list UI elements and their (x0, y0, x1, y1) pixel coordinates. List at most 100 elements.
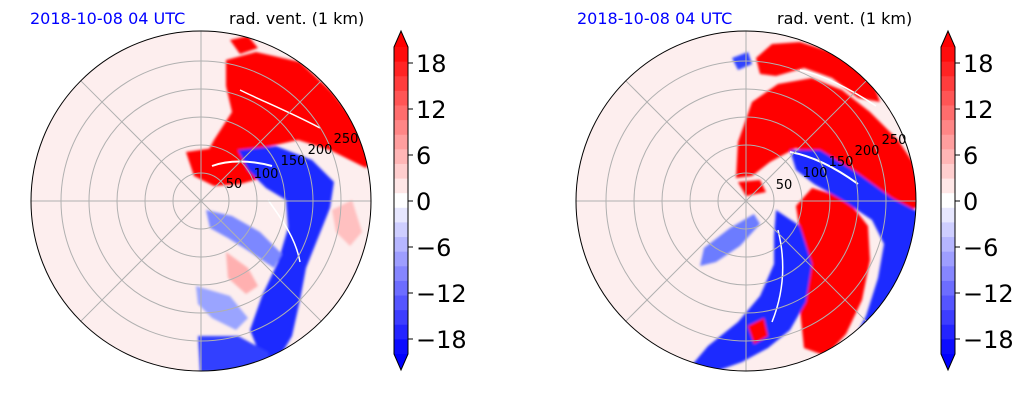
colorbar-level-band (941, 61, 955, 77)
colorbar-tick-label: 12 (963, 96, 994, 124)
polar-field (576, 31, 916, 371)
velocity-outbound-spot (738, 180, 766, 196)
colorbar-extend-max (394, 31, 408, 47)
colorbar-level-band (394, 47, 408, 63)
colorbar-level-band (394, 251, 408, 267)
angular-grid-line (200, 200, 322, 322)
velocity-streak (799, 69, 877, 107)
colorbar-tick-label: −12 (416, 280, 467, 308)
angular-grid-line (80, 200, 202, 322)
colorbar-level-band (394, 76, 408, 92)
radial-tick-label: 250 (334, 132, 359, 147)
colorbar-tick-label: 0 (963, 188, 978, 216)
colorbar-tick-label: −18 (416, 326, 467, 354)
colorbar-level-band (941, 163, 955, 180)
velocity-outbound-spot (230, 36, 258, 54)
radial-tick-labels: 50 100 150 200 250 (226, 132, 359, 192)
colorbar-level-band (941, 47, 955, 63)
colorbar-level-band (394, 266, 408, 282)
velocity-outbound-band (332, 200, 362, 246)
chart-title-variable: rad. vent. (1 km) (777, 9, 912, 28)
polar-frame (575, 30, 917, 372)
colorbar-level-band (941, 178, 955, 194)
colorbar-level-band (941, 295, 955, 311)
colorbar-level-band (394, 193, 408, 209)
colorbar-levels (941, 47, 955, 355)
colorbar-level-band (394, 105, 408, 121)
chart-panel-right: 2018-10-08 04 UTC rad. vent. (1 km) (575, 9, 1014, 372)
colorbar-level-band (941, 251, 955, 267)
radial-tick-label: 100 (803, 166, 828, 181)
colorbar-tick-label: 0 (416, 188, 431, 216)
colorbar-tick-label: 18 (963, 50, 994, 78)
colorbar-level-band (941, 120, 955, 136)
colorbar-level-band (394, 280, 408, 297)
colorbar-tick-label: 6 (416, 142, 431, 170)
colorbar-level-band (394, 90, 408, 107)
velocity-outbound-spot (748, 318, 768, 344)
radial-tick-label: 150 (281, 154, 306, 169)
colorbar-level-band (941, 339, 955, 355)
velocity-outbound-region (736, 78, 916, 214)
velocity-streak (211, 160, 273, 167)
colorbar-level-band (394, 237, 408, 253)
colorbar-levels (394, 47, 408, 355)
velocity-streak (789, 151, 859, 185)
colorbar-level-band (394, 207, 408, 224)
velocity-outbound-band (226, 252, 258, 294)
radial-tick-label: 50 (226, 177, 243, 192)
colorbar-level-band (941, 324, 955, 340)
angular-grid-line (625, 80, 747, 202)
radial-tick-label: 100 (254, 167, 279, 182)
radial-tick-labels: 50 100 150 200 250 (776, 133, 907, 193)
polar-field (31, 31, 371, 371)
colorbar-tick-label: 6 (963, 142, 978, 170)
colorbar-level-band (394, 310, 408, 326)
radial-tick-label: 50 (776, 178, 793, 193)
colorbar-tick-label: −6 (963, 234, 998, 262)
colorbar-level-band (394, 324, 408, 340)
angular-grid-line (745, 80, 867, 202)
velocity-inbound-band (700, 214, 760, 266)
colorbar-level-band (394, 61, 408, 77)
radial-tick-label: 150 (829, 155, 854, 170)
colorbar-level-band (941, 266, 955, 282)
colorbar-level-band (941, 280, 955, 297)
velocity-outbound-region (756, 42, 880, 102)
angular-grid-line (200, 80, 322, 202)
colorbar-level-band (941, 207, 955, 224)
colorbar-level-band (941, 105, 955, 121)
colorbar-outline (393, 29, 409, 372)
colorbar: 18 12 6 0 −6 −12 −18 (393, 29, 467, 372)
colorbar-extend-min (941, 354, 955, 370)
colorbar-level-band (394, 178, 408, 194)
chart-title-time: 2018-10-08 04 UTC (577, 9, 732, 28)
colorbar-level-band (394, 339, 408, 355)
polar-frame (30, 30, 372, 372)
colorbar-level-band (941, 222, 955, 238)
colorbar-level-band (394, 120, 408, 136)
chart-title-time: 2018-10-08 04 UTC (30, 9, 185, 28)
colorbar-level-band (941, 90, 955, 107)
chart-title-variable: rad. vent. (1 km) (229, 9, 364, 28)
angular-grid-line (625, 200, 747, 322)
colorbar-level-band (941, 193, 955, 209)
velocity-inbound-region (686, 210, 812, 371)
angular-grid-line (745, 200, 867, 322)
radial-tick-label: 250 (882, 133, 907, 148)
colorbar-level-band (394, 149, 408, 165)
colorbar-level-band (394, 163, 408, 180)
colorbar-level-band (941, 76, 955, 92)
radial-tick-label: 200 (855, 144, 880, 159)
colorbar-level-band (394, 295, 408, 311)
colorbar-level-band (394, 222, 408, 238)
colorbar-level-band (394, 134, 408, 150)
colorbar-tick-label: 18 (416, 50, 447, 78)
velocity-inbound-region (238, 146, 334, 360)
colorbar-extend-max (941, 31, 955, 47)
colorbar-outline (940, 29, 956, 372)
angular-grid-line (80, 80, 202, 202)
colorbar-level-band (941, 310, 955, 326)
colorbar-tick-label: 12 (416, 96, 447, 124)
velocity-streak (239, 89, 321, 129)
